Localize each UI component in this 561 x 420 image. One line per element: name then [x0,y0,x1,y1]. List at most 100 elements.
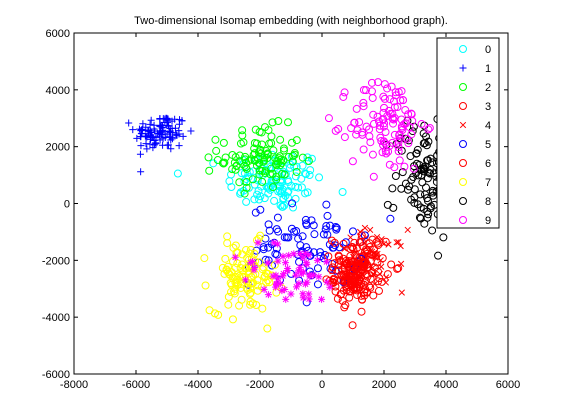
legend-label: 9 [485,215,491,227]
data-point [342,285,351,294]
data-point [289,203,298,212]
data-point [296,250,304,258]
series-extra-10 [231,239,334,303]
data-point [280,201,289,210]
data-point [373,112,382,121]
data-point [305,271,313,279]
legend-label: 7 [485,177,491,189]
data-point [380,103,389,112]
data-point [358,252,367,261]
data-point [350,118,359,127]
data-point [417,120,426,129]
data-point [359,102,368,111]
data-point [324,114,333,123]
data-point [143,145,151,153]
data-point [375,125,384,134]
data-point [163,130,171,138]
data-point [318,295,326,303]
data-point [237,169,246,178]
data-point [295,279,303,287]
data-point [298,153,307,162]
data-point [352,244,361,253]
data-point [367,87,376,96]
data-point [152,134,160,142]
data-point [276,280,284,288]
data-point [416,203,425,212]
data-point [224,300,233,309]
data-point [303,153,312,162]
data-point [129,126,137,134]
data-point [179,132,187,140]
data-point [302,221,311,230]
data-point [304,157,313,166]
x-tick-label: -8000 [60,379,88,391]
data-point [369,291,378,300]
data-point [340,133,349,142]
data-point [420,190,429,199]
data-point [390,163,399,172]
legend-marker [459,159,467,167]
y-tick-label: 4000 [46,85,70,97]
data-point [257,149,266,158]
data-point [265,278,274,287]
data-point [214,310,223,319]
x-tick-label: -4000 [184,379,212,391]
data-point [228,165,237,174]
y-tick-label: 6000 [46,28,70,40]
data-point [229,243,238,252]
data-point [413,145,422,154]
data-point [245,249,254,258]
data-point [355,280,364,289]
data-point [236,263,245,272]
data-point [187,127,195,135]
data-point [242,183,251,192]
data-point [306,166,315,175]
x-tick-label: 2000 [372,379,396,391]
data-point [425,169,434,178]
data-point [359,98,368,107]
data-point [416,214,425,223]
data-point [219,138,228,147]
data-point [367,269,376,278]
data-point [323,278,331,286]
data-point [148,132,156,140]
data-point [223,232,232,241]
legend-label: 5 [485,139,491,151]
data-point [298,161,307,170]
data-point [256,205,265,214]
data-point [265,170,274,179]
data-point [395,135,404,144]
series-6 [322,231,403,330]
legend-label: 1 [485,63,491,75]
data-point [348,321,357,330]
data-point [254,239,262,247]
data-point [380,119,389,128]
data-point [273,213,282,222]
data-point [159,115,167,123]
data-point [299,294,307,302]
data-point [337,276,346,285]
data-point [241,276,249,284]
data-point [147,116,155,124]
data-point [292,226,301,235]
data-point [243,253,252,262]
data-point [390,113,399,122]
data-point [292,136,301,145]
data-point [137,142,145,150]
data-point [283,118,292,127]
y-tick-label: 2000 [46,142,70,154]
data-point [369,110,378,119]
data-point [408,116,417,125]
data-point [368,235,377,244]
data-point [279,195,288,204]
data-point [255,127,264,136]
data-point [401,106,410,115]
data-point [175,142,183,150]
data-point [404,139,413,148]
data-point [173,169,182,178]
data-point [319,230,328,239]
data-point [385,160,394,169]
x-tick-label: 4000 [434,379,458,391]
data-point [274,154,283,163]
data-point [251,125,260,134]
